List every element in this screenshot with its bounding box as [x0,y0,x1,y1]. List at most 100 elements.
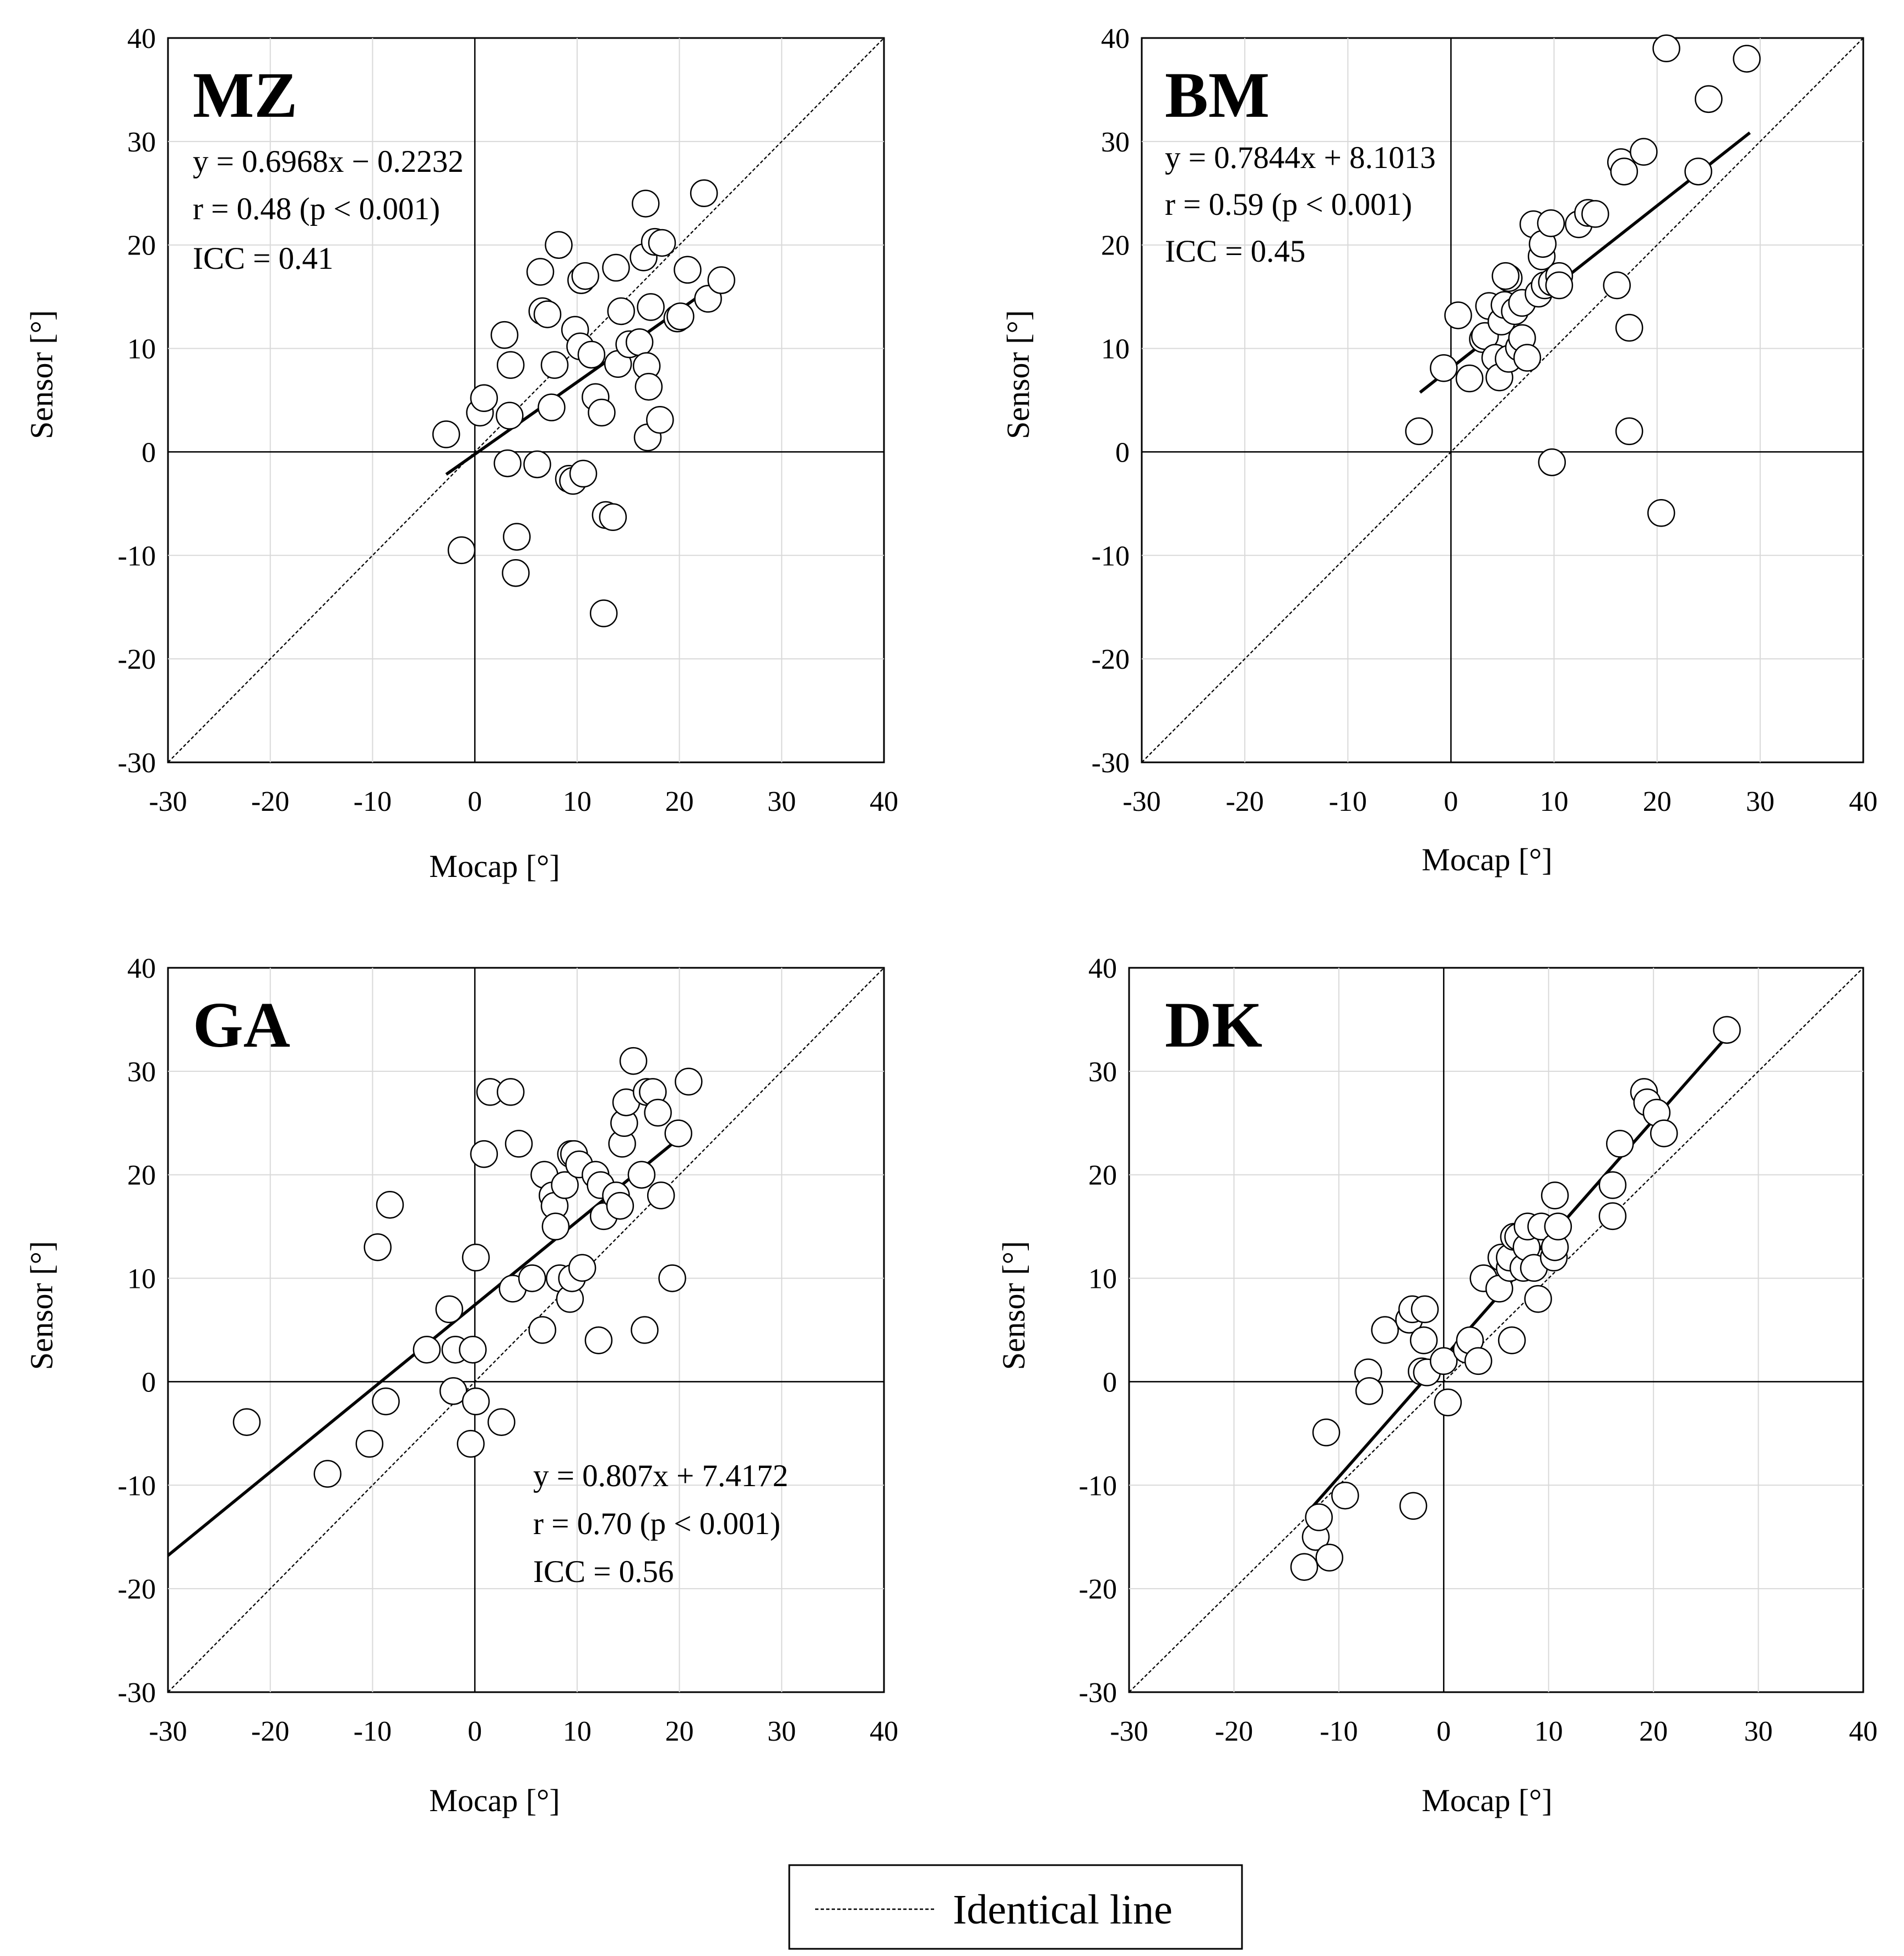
data-point [607,297,635,326]
y-tick-label: 20 [1101,230,1130,262]
data-point [632,189,660,218]
plot-area [167,967,885,1693]
data-point [606,1191,634,1220]
y-tick-label: 40 [1101,23,1130,55]
y-tick-label: 10 [127,1264,156,1295]
data-point [1598,1171,1627,1199]
data-point [470,1140,498,1168]
data-point [1695,85,1723,113]
y-tick-label: -10 [118,540,156,572]
data-point [1444,301,1472,329]
y-tick-label: 0 [1115,437,1130,468]
panel-title: DK [1165,989,1262,1061]
data-point [496,351,525,379]
y-tick-label: 0 [142,437,156,468]
x-tick-label: 40 [870,1716,898,1747]
y-tick-label: -30 [1092,747,1130,779]
correlation-text: r = 0.70 (p < 0.001) [533,1507,780,1541]
y-tick-label: 40 [127,23,156,55]
y-tick-label: -20 [1079,1574,1117,1605]
data-point [1331,1481,1359,1510]
data-point [644,1098,672,1127]
data-point [355,1429,384,1458]
data-point [1455,364,1484,393]
y-axis-label: Sensor [°] [24,1241,59,1370]
data-point [571,262,599,290]
data-point [568,1254,596,1282]
identity-line [167,37,885,763]
data-point [526,258,555,286]
x-tick-label: 10 [563,1716,592,1747]
y-tick-label: -20 [118,644,156,675]
data-point [1409,1326,1438,1354]
x-axis-label: Mocap [°] [1422,1782,1552,1818]
data-point [541,1212,570,1240]
y-tick-label: 10 [127,334,156,365]
x-tick-label: 10 [1534,1716,1563,1747]
y-tick-label: -10 [1079,1470,1117,1502]
y-tick-label: 30 [127,127,156,158]
data-point [1652,34,1680,63]
x-tick-label: -30 [149,786,187,817]
x-tick-label: -30 [1122,786,1160,817]
equation-text: y = 0.6968x − 0.2232 [193,144,464,179]
data-point [502,559,530,587]
data-point [1434,1388,1462,1417]
data-point [1545,271,1574,300]
correlation-text: r = 0.48 (p < 0.001) [193,192,440,226]
data-point [664,1119,692,1147]
data-point [1540,1182,1569,1210]
y-axis-label: Sensor [°] [24,310,59,439]
data-point [1355,1377,1384,1405]
y-axis-label: Sensor [°] [1000,310,1036,439]
data-point [1513,344,1542,372]
x-axis-label: Mocap [°] [1422,842,1552,877]
x-tick-label: 30 [767,1716,796,1747]
correlation-text: r = 0.59 (p < 0.001) [1165,187,1412,222]
data-point [364,1233,392,1261]
data-point [1647,499,1675,527]
x-tick-label: -20 [1225,786,1263,817]
data-point [435,1295,463,1324]
data-point [1684,158,1712,186]
plot-area [167,37,885,763]
data-point [1615,313,1643,342]
data-point [462,1387,490,1416]
data-point [631,1316,659,1344]
panel-title: MZ [193,59,297,131]
equation-text: y = 0.807x + 7.4172 [533,1459,788,1493]
data-point [1411,1295,1439,1324]
x-axis-label: Mocap [°] [429,1782,560,1818]
data-point [599,503,627,532]
data-point [1605,1130,1634,1158]
x-tick-label: 20 [1639,1716,1668,1747]
x-tick-label: 30 [1746,786,1775,817]
legend-box [788,1864,1243,1950]
x-tick-label: 20 [665,786,694,817]
data-point [588,398,616,427]
y-tick-label: 10 [1088,1264,1117,1295]
data-point [487,1408,516,1436]
data-point [372,1387,400,1416]
data-point [569,459,598,488]
data-point [1538,448,1566,476]
x-tick-label: 0 [468,786,482,817]
y-tick-label: -10 [1092,540,1130,572]
x-tick-label: 0 [1436,1716,1451,1747]
data-point [1713,1016,1741,1044]
data-point [313,1460,341,1488]
data-point [1537,209,1565,237]
data-point [1315,1543,1343,1572]
data-point [584,1326,613,1354]
data-point [1610,158,1639,186]
data-point [1630,138,1658,166]
y-tick-label: -30 [118,1677,156,1709]
data-point [470,384,498,412]
data-point [1312,1418,1341,1446]
data-point [589,599,618,627]
y-tick-label: 10 [1101,334,1130,365]
x-axis-label: Mocap [°] [429,848,560,884]
y-tick-label: 30 [127,1056,156,1088]
